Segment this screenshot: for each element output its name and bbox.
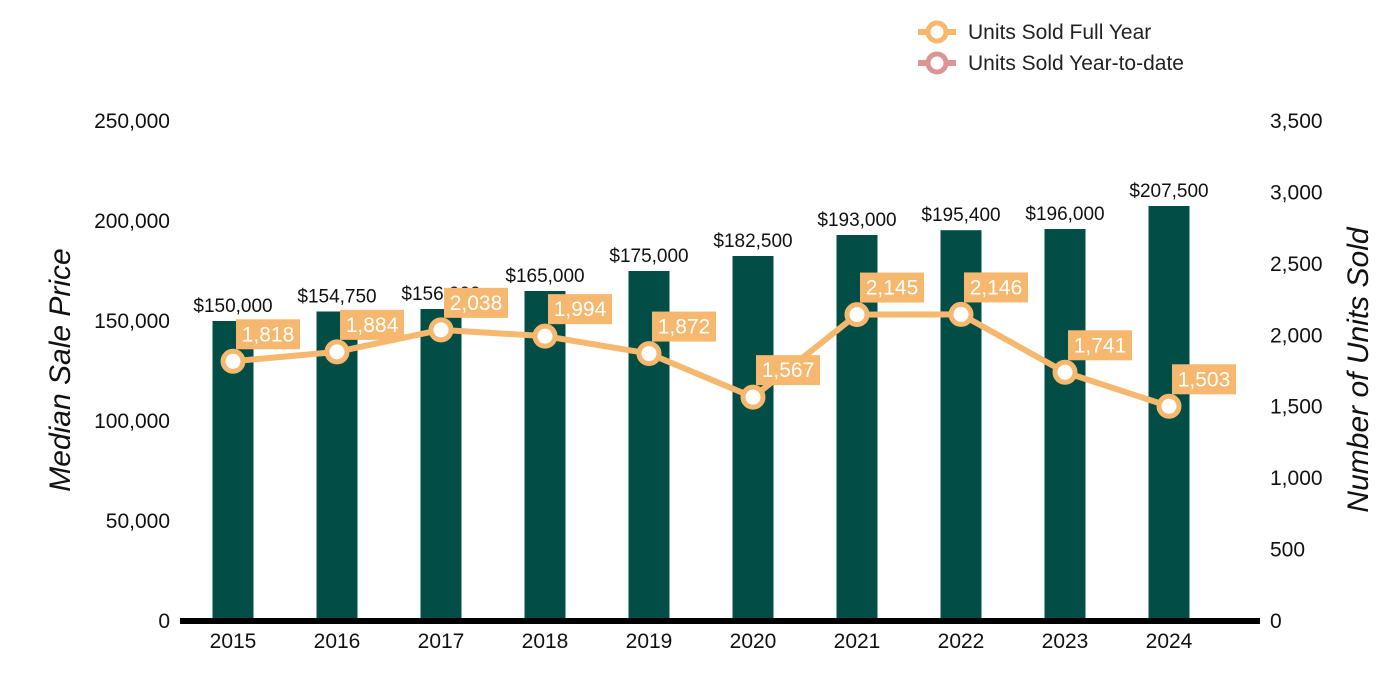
bar-value-label: $193,000 — [817, 210, 896, 231]
x-tick-label: 2024 — [1146, 630, 1193, 653]
x-axis-ticks: 2015 2016 2017 2018 2019 2020 2021 2022 2023 2024 — [210, 630, 1193, 653]
point-label-box — [548, 294, 612, 325]
point-label-box — [964, 272, 1028, 303]
bar[interactable] — [732, 256, 774, 621]
legend-marker-year-to-date — [925, 51, 949, 75]
point-value-label: 1,872 — [658, 316, 711, 339]
point-value-label: 1,741 — [1074, 334, 1127, 357]
legend-item-full-year[interactable]: Units Sold Full Year — [918, 20, 1151, 44]
x-tick-label: 2021 — [834, 630, 881, 653]
y-left-tick-label: 200,000 — [94, 210, 170, 233]
bar-value-label: $207,500 — [1129, 181, 1208, 202]
point-label-box — [1172, 364, 1236, 395]
legend-label-full-year: Units Sold Full Year — [968, 21, 1151, 44]
point-label-box — [756, 355, 820, 386]
y-right-tick-label: 2,500 — [1270, 253, 1323, 276]
legend-label-year-to-date: Units Sold Year-to-date — [968, 52, 1184, 75]
line-series — [220, 301, 1182, 419]
point-label-box — [340, 309, 404, 340]
point-value-label: 2,038 — [450, 292, 503, 315]
x-tick-label: 2020 — [730, 630, 777, 653]
point-value-label: 1,884 — [346, 314, 399, 337]
point-value-label: 2,146 — [970, 276, 1023, 299]
line-point[interactable] — [844, 302, 870, 328]
y-left-tick-label: 100,000 — [94, 410, 170, 433]
y-right-axis-title: Number of Units Sold — [1342, 226, 1375, 512]
point-value-label: 2,145 — [866, 277, 919, 300]
bar-value-label: $154,750 — [297, 287, 376, 308]
y-left-tick-label: 50,000 — [106, 510, 170, 533]
line-point[interactable] — [740, 384, 766, 410]
bar-value-label: $175,000 — [609, 246, 688, 267]
y-left-axis-title: Median Sale Price — [44, 248, 77, 491]
legend-marker-full-year — [925, 20, 949, 44]
line-point[interactable] — [948, 301, 974, 327]
x-tick-label: 2023 — [1042, 630, 1089, 653]
line-point[interactable] — [1052, 359, 1078, 385]
bars — [212, 206, 1190, 621]
right-axis-ticks: 0 500 1,000 1,500 2,000 2,500 3,000 3,500 — [1270, 110, 1323, 633]
x-tick-label: 2019 — [626, 630, 673, 653]
series-line — [232, 311, 1170, 410]
bar-value-label: $165,000 — [505, 266, 584, 287]
point-labels: 1,818 1,884 2,038 1,994 1,872 1,567 2,145 2,146… — [236, 272, 1236, 395]
y-left-tick-label: 0 — [158, 610, 170, 633]
bar-value-label: $150,000 — [193, 296, 272, 317]
line-point[interactable] — [220, 348, 246, 374]
x-tick-label: 2022 — [938, 630, 985, 653]
bar[interactable] — [420, 309, 462, 621]
left-axis-ticks: 0 50,000 100,000 150,000 200,000 250,000 — [94, 110, 170, 633]
point-label-box — [444, 287, 508, 318]
legend-item-year-to-date[interactable]: Units Sold Year-to-date — [918, 51, 1184, 75]
x-tick-label: 2018 — [522, 630, 569, 653]
y-left-tick-label: 150,000 — [94, 310, 170, 333]
y-right-tick-label: 1,500 — [1270, 396, 1323, 419]
point-value-label: 1,567 — [762, 359, 815, 382]
line-point[interactable] — [636, 341, 662, 367]
y-right-tick-label: 3,000 — [1270, 181, 1323, 204]
bar-value-label: $195,400 — [921, 205, 1000, 226]
x-tick-label: 2017 — [418, 630, 465, 653]
y-right-tick-label: 1,000 — [1270, 467, 1323, 490]
x-tick-label: 2016 — [314, 630, 361, 653]
point-label-box — [652, 311, 716, 342]
line-point[interactable] — [428, 317, 454, 343]
legend: Units Sold Full Year Units Sold Year-to-… — [918, 20, 1184, 75]
point-value-label: 1,818 — [242, 323, 295, 346]
y-right-tick-label: 500 — [1270, 539, 1305, 562]
x-tick-label: 2015 — [210, 630, 257, 653]
bar-value-label: $182,500 — [713, 231, 792, 252]
y-right-tick-label: 2,000 — [1270, 324, 1323, 347]
line-point[interactable] — [324, 339, 350, 365]
bar[interactable] — [1044, 229, 1086, 621]
point-label-box — [860, 272, 924, 303]
y-right-tick-label: 3,500 — [1270, 110, 1323, 133]
point-value-label: 1,503 — [1178, 368, 1231, 391]
y-right-tick-label: 0 — [1270, 610, 1282, 633]
y-left-tick-label: 250,000 — [94, 110, 170, 133]
line-point[interactable] — [532, 323, 558, 349]
bar-value-label: $196,000 — [1025, 204, 1104, 225]
point-label-box — [1068, 330, 1132, 361]
point-label-box — [236, 319, 300, 350]
line-point[interactable] — [1156, 393, 1182, 419]
point-value-label: 1,994 — [554, 298, 607, 321]
